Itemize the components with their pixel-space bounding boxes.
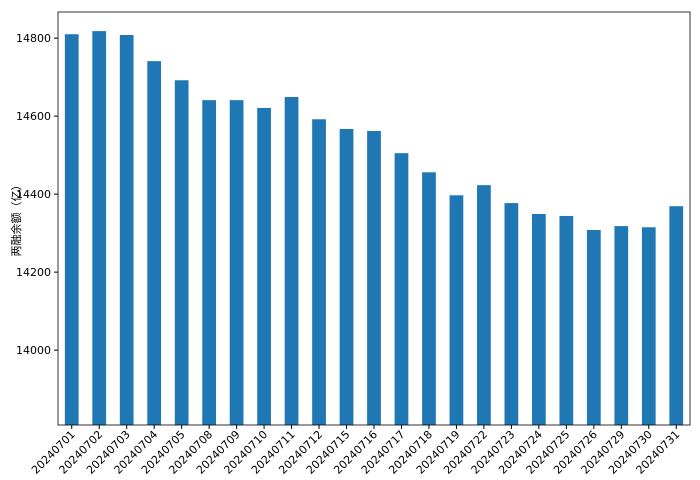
bar bbox=[202, 100, 216, 425]
plot-frame bbox=[57, 11, 691, 426]
bar bbox=[147, 61, 162, 426]
bar bbox=[422, 172, 436, 425]
bar bbox=[64, 34, 79, 425]
bar bbox=[669, 206, 684, 425]
bar bbox=[641, 227, 656, 425]
bar bbox=[312, 119, 326, 425]
bar bbox=[257, 107, 271, 425]
bar bbox=[614, 226, 629, 425]
bar bbox=[174, 80, 189, 425]
bar bbox=[92, 31, 107, 426]
y-axis-label: 两融余额（亿） bbox=[9, 180, 23, 257]
y-tick-label: 14800 bbox=[16, 32, 51, 45]
bar bbox=[229, 100, 244, 425]
y-tick-label: 14400 bbox=[16, 188, 51, 201]
bar bbox=[477, 185, 491, 425]
bar bbox=[504, 203, 519, 425]
bar bbox=[367, 130, 381, 425]
y-tick-label: 14000 bbox=[16, 344, 51, 357]
y-tick-label: 14200 bbox=[16, 266, 51, 279]
bar bbox=[394, 153, 409, 425]
bar bbox=[119, 35, 134, 426]
bar bbox=[586, 230, 601, 425]
bar bbox=[532, 214, 546, 425]
bar bbox=[339, 128, 354, 425]
y-tick-label: 14600 bbox=[16, 110, 51, 123]
bar bbox=[449, 195, 464, 425]
bar bbox=[284, 97, 299, 425]
bar bbox=[559, 215, 574, 425]
